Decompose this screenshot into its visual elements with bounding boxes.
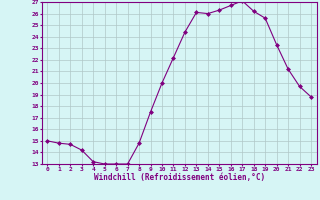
X-axis label: Windchill (Refroidissement éolien,°C): Windchill (Refroidissement éolien,°C) (94, 173, 265, 182)
